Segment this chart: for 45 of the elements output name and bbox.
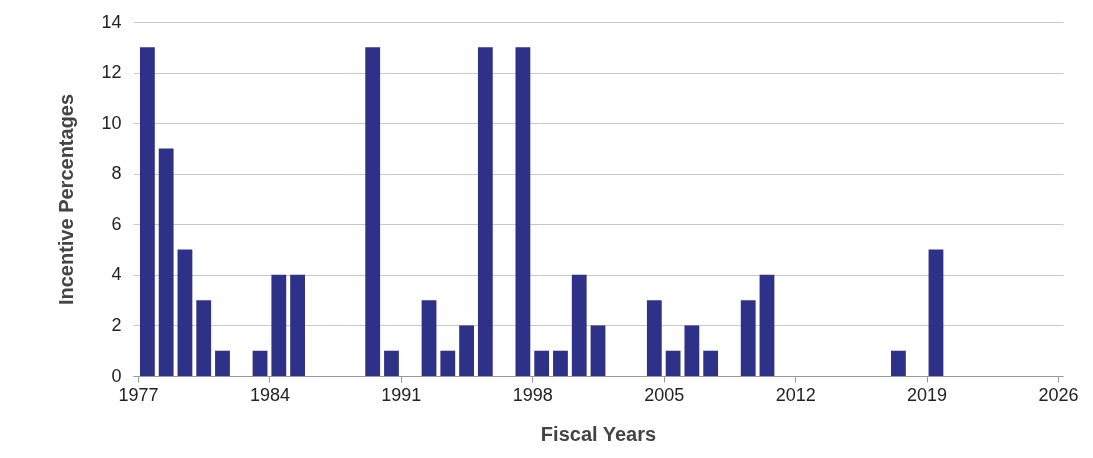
- bar: [139, 47, 155, 376]
- bar: [196, 300, 212, 376]
- bar: [271, 274, 287, 376]
- bar: [759, 274, 775, 376]
- bar: [703, 350, 719, 376]
- x-tick-label: 1991: [381, 384, 422, 405]
- y-tick-label: 4: [111, 264, 122, 285]
- bar: [384, 350, 399, 376]
- x-axis-title: Fiscal Years: [540, 422, 657, 445]
- y-tick-label: 0: [111, 365, 122, 386]
- bar: [740, 300, 756, 376]
- bar: [459, 325, 474, 376]
- bar: [684, 325, 700, 376]
- x-tick-label: 1977: [118, 384, 159, 405]
- y-tick-label: 6: [111, 213, 122, 234]
- bar: [177, 249, 193, 376]
- y-tick-label: 2: [111, 314, 122, 335]
- bar: [928, 249, 944, 376]
- x-tick-label: 2005: [644, 384, 685, 405]
- bar: [534, 350, 550, 376]
- y-tick-label: 8: [111, 163, 122, 184]
- bar: [477, 47, 493, 376]
- x-tick-label: 1984: [249, 384, 290, 405]
- bar: [365, 47, 381, 376]
- bar: [590, 325, 606, 376]
- bar: [421, 300, 437, 376]
- bar: [891, 350, 906, 376]
- bar: [290, 274, 305, 376]
- bar: [158, 148, 174, 376]
- bar: [665, 350, 681, 376]
- x-tick-label: 2019: [907, 384, 948, 405]
- y-tick-label: 12: [101, 62, 122, 83]
- bar: [571, 274, 587, 376]
- bar: [215, 350, 230, 376]
- x-tick-label: 1998: [512, 384, 553, 405]
- bar: [646, 300, 662, 376]
- y-axis-title: Incentive Percentages: [55, 93, 78, 306]
- y-tick-label: 14: [101, 11, 122, 32]
- bar: [440, 350, 456, 376]
- x-tick-label: 2026: [1038, 384, 1079, 405]
- bar: [553, 350, 568, 376]
- y-tick-label: 10: [101, 112, 122, 133]
- bar: [252, 350, 268, 376]
- bar: [515, 47, 531, 376]
- x-tick-label: 2012: [775, 384, 816, 405]
